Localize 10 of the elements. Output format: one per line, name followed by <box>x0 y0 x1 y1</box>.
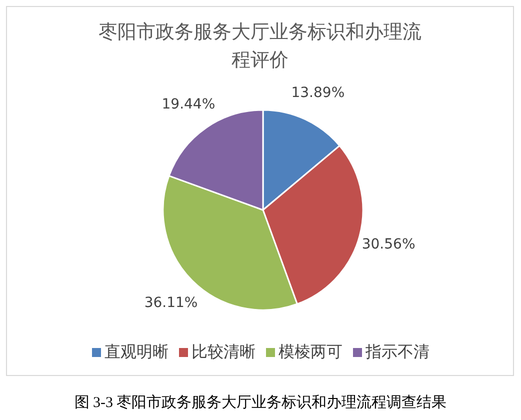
data-label: 36.11% <box>144 294 198 311</box>
data-label: 30.56% <box>362 236 416 253</box>
legend-label: 直观明晰 <box>104 342 168 363</box>
data-label: 19.44% <box>162 96 216 112</box>
legend-label: 模棱两可 <box>278 342 342 363</box>
data-label: 13.89% <box>291 85 345 102</box>
legend-label: 比较清晰 <box>190 342 256 363</box>
chart-title: 枣阳市政务服务大厅业务标识和办理流程评价 <box>98 20 422 73</box>
caption: 图 3-3 枣阳市政务服务大厅业务标识和办理流程调查结果 <box>73 393 448 412</box>
legend-label: 指示不清 <box>364 342 430 363</box>
